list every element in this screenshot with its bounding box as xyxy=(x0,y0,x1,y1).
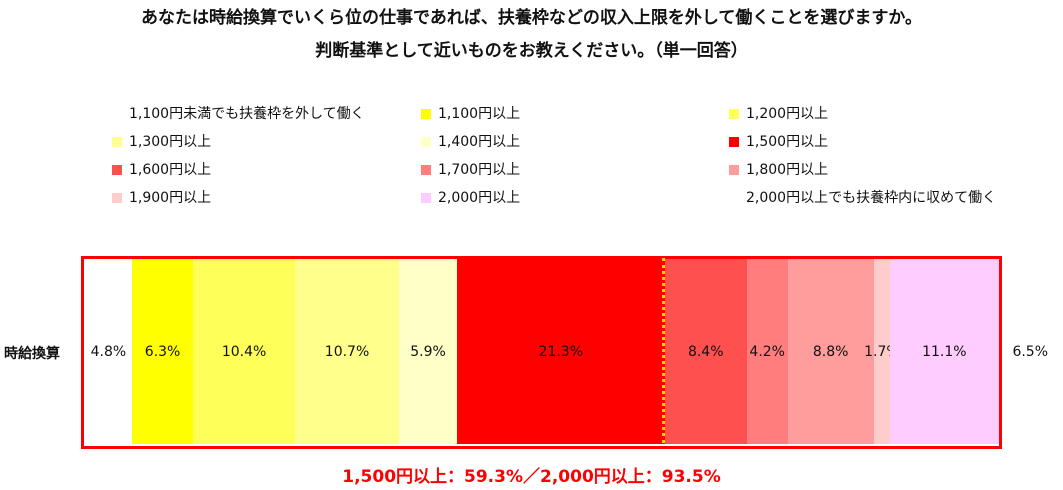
legend-label: 1,500円以上 xyxy=(746,134,829,150)
bar-segment xyxy=(399,259,457,444)
data-label: 6.3% xyxy=(144,344,181,360)
legend-label: 1,600円以上 xyxy=(129,162,212,178)
data-label: 4.2% xyxy=(749,344,785,360)
data-label: 11.1% xyxy=(922,344,967,360)
bar-segment xyxy=(131,259,194,444)
legend-label: 1,300円以上 xyxy=(129,134,212,150)
legend-swatch xyxy=(421,137,431,147)
chart-title-line2: 判断基準として近いものをお教えください。（単一回答） xyxy=(315,41,748,61)
legend-label: 2,000円以上でも扶養枠内に収めて働く xyxy=(746,190,997,206)
threshold-dotted-line xyxy=(662,258,665,443)
data-label: 4.8% xyxy=(90,344,127,360)
legend-swatch xyxy=(421,193,431,203)
data-label: 6.5% xyxy=(1012,344,1049,360)
summary-annotation: 1,500円以上：59.3%／2,000円以上：93.5% xyxy=(342,467,721,487)
data-label: 8.8% xyxy=(812,344,849,360)
bar-segment xyxy=(85,259,132,444)
legend-swatch xyxy=(729,137,739,147)
data-label: 10.7% xyxy=(324,344,370,360)
bar-segment xyxy=(746,259,788,444)
legend-swatch xyxy=(112,193,122,203)
legend-label: 1,800円以上 xyxy=(746,162,829,178)
data-label: 10.4% xyxy=(221,344,267,360)
bar-segment xyxy=(890,259,999,444)
legend-swatch xyxy=(112,137,122,147)
legend-swatch xyxy=(421,109,431,119)
legend-label: 2,000円以上 xyxy=(438,190,521,206)
data-label: 5.9% xyxy=(410,344,446,360)
legend-label: 1,700円以上 xyxy=(438,162,521,178)
legend-label: 1,400円以上 xyxy=(438,134,521,150)
row-label: 時給換算 xyxy=(4,346,60,362)
data-label: 8.4% xyxy=(687,344,724,360)
legend-swatch xyxy=(729,165,739,175)
legend-swatch xyxy=(112,165,122,175)
bar-segment xyxy=(873,259,891,444)
legend-swatch xyxy=(421,165,431,175)
legend-swatch xyxy=(112,109,122,119)
bar-segment xyxy=(294,259,400,444)
chart-title-line1: あなたは時給換算でいくら位の仕事であれば、扶養枠などの収入上限を外して働くことを… xyxy=(141,8,922,28)
legend-swatch xyxy=(729,193,739,203)
legend-label: 1,200円以上 xyxy=(746,106,829,122)
highlight-box xyxy=(81,256,1002,449)
legend-label: 1,100円未満でも扶養枠を外して働く xyxy=(129,106,365,122)
legend-label: 1,900円以上 xyxy=(129,190,212,206)
legend-swatch xyxy=(729,109,739,119)
bar-segment xyxy=(998,259,1062,444)
bar-segment xyxy=(193,259,295,444)
legend-label: 1,100円以上 xyxy=(438,106,521,122)
bar-segment xyxy=(664,259,747,444)
stacked-bar: 4.8% 6.3% 10.4% 10.7% 5.9% 21.3% 8.4% 4.2% 8.8% 1… xyxy=(85,259,1062,444)
bar-segment xyxy=(787,259,874,444)
bar-segment xyxy=(456,259,665,444)
data-label: 21.3% xyxy=(538,344,584,360)
